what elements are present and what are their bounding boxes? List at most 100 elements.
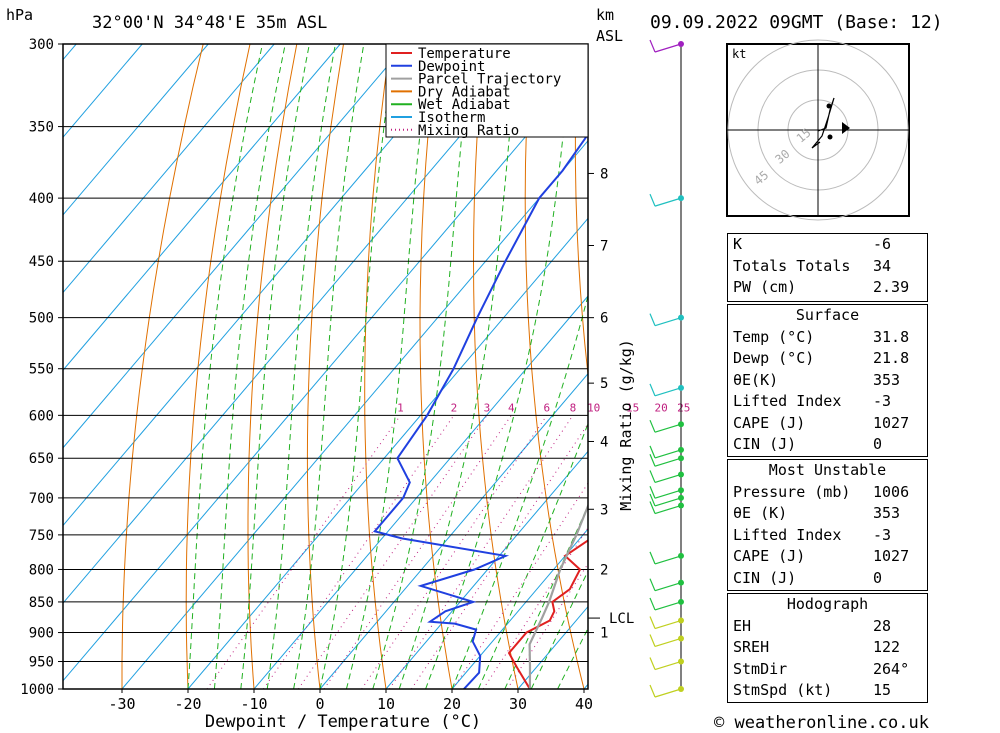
surface-row: CIN (J) 0: [728, 434, 927, 456]
wind-barb: [649, 313, 656, 326]
surface-row: CAPE (J) 1027: [728, 413, 927, 435]
wet-adiabat-line: [504, 504, 588, 689]
km-tick-label: 3: [600, 502, 608, 518]
km-axis-unit: km: [596, 6, 614, 24]
x-axis-label: Dewpoint / Temperature (°C): [205, 712, 481, 732]
index-key: K: [733, 235, 743, 253]
most-unstable-value: 1006: [873, 482, 910, 501]
mixing-ratio-label: 10: [587, 401, 600, 414]
isotherm-line: [63, 44, 407, 449]
wind-barb: [654, 43, 682, 53]
surface-key: Lifted Index: [733, 392, 842, 410]
pressure-tick-label: 1000: [20, 682, 54, 698]
wet-adiabat-line: [187, 44, 263, 689]
wind-barb: [649, 634, 656, 647]
hodograph-unit: kt: [732, 47, 746, 61]
index-row: PW (cm) 2.39: [728, 277, 927, 299]
isotherm-line: [319, 372, 588, 689]
dry-adiabat-line: [472, 44, 519, 689]
indices-panel: K -6 Totals Totals 34 PW (cm) 2.39: [727, 233, 928, 302]
wind-barb: [649, 578, 656, 591]
surface-key: CIN (J): [733, 435, 797, 453]
hodograph-stat-value: 28: [873, 616, 892, 635]
wind-barb: [649, 616, 656, 629]
surface-panel: Surface Temp (°C) 31.8 Dewp (°C) 21.8 θE(K) 3…: [727, 304, 928, 457]
most-unstable-key: CAPE (J): [733, 547, 806, 565]
index-value: 34: [873, 256, 892, 275]
wind-barb: [649, 193, 656, 207]
most-unstable-key: Lifted Index: [733, 525, 842, 544]
mixing-ratio-line: [323, 415, 512, 689]
hodograph-table-panel: Hodograph EH 28 SREH 122 StmDir 264° StmSpd (k…: [727, 593, 928, 703]
mixing-ratio-label: 2: [451, 401, 458, 414]
pressure-tick-label: 950: [29, 655, 54, 671]
most-unstable-row: θE (K) 353: [728, 503, 927, 525]
temperature-tick-label: -20: [174, 695, 201, 713]
km-tick-label: 6: [600, 311, 608, 327]
surface-value: 353: [873, 370, 901, 389]
temperature-tick-label: 30: [509, 695, 527, 713]
hodograph-stat-value: 15: [873, 681, 892, 699]
surface-key: θE(K): [733, 370, 779, 389]
most-unstable-value: 353: [873, 504, 901, 522]
wet-adiabat-line: [213, 44, 286, 689]
mixing-ratio-line: [206, 415, 401, 689]
hodograph-stat-key: StmDir: [733, 659, 788, 678]
wet-adiabat-line: [319, 44, 396, 689]
storm-motion-marker: [842, 122, 850, 134]
index-row: K -6: [728, 234, 927, 256]
temperature-tick-label: 40: [575, 695, 593, 713]
mixing-ratio-label: 1: [397, 401, 404, 414]
pressure-tick-label: 900: [29, 626, 54, 642]
temperature-tick-label: -10: [240, 695, 267, 713]
mixing-ratio-label: 4: [508, 401, 515, 414]
isotherm-line: [63, 44, 209, 216]
hodograph-stat-value: 264°: [873, 659, 910, 678]
mixing-ratio-line: [361, 415, 548, 689]
plot-series: [373, 132, 588, 689]
wind-barb: [649, 684, 656, 698]
asl-axis-unit: ASL: [596, 27, 623, 45]
dry-adiabat-line: [364, 44, 391, 689]
isotherm-line: [451, 528, 588, 689]
pressure-tick-label: 450: [29, 254, 54, 270]
surface-key: Temp (°C): [733, 327, 815, 346]
wind-barb: [654, 317, 682, 327]
mixing-ratio-axis-label: Mixing Ratio (g/kg): [617, 339, 635, 511]
dry-adiabat-line: [574, 44, 588, 379]
pressure-tick-label: 700: [29, 491, 54, 507]
most-unstable-value: -3: [873, 525, 892, 544]
km-tick-label: 2: [600, 562, 608, 578]
temperature-tick-label: 20: [443, 695, 461, 713]
isotherm-line: [253, 295, 588, 689]
isotherm-line: [187, 217, 588, 689]
datetime-title: 09.09.2022 09GMT (Base: 12): [650, 12, 943, 33]
wind-barb: [654, 688, 682, 698]
index-key: Totals Totals: [733, 256, 851, 275]
surface-value: 1027: [873, 413, 910, 432]
most-unstable-row: CAPE (J) 1027: [728, 546, 927, 568]
dry-adiabat-line: [121, 44, 204, 689]
wind-barb: [654, 660, 682, 671]
surface-key: CAPE (J): [733, 413, 806, 432]
hpa-axis-unit: hPa: [6, 6, 33, 24]
legend-label: Parcel Trajectory: [418, 72, 561, 88]
km-tick-label: 4: [600, 434, 608, 450]
wind-barb: [649, 39, 656, 53]
pressure-tick-label: 750: [29, 528, 54, 544]
wind-barb: [654, 449, 682, 459]
hodograph-table-title: Hodograph: [786, 595, 869, 613]
mixing-ratio-label: 6: [543, 401, 550, 414]
most-unstable-row: Lifted Index -3: [728, 525, 927, 547]
hodograph-stat-row: StmDir 264°: [728, 659, 927, 681]
wind-barb: [654, 637, 682, 648]
temperature-tick-label: 0: [315, 695, 324, 713]
surface-row: Dewp (°C) 21.8: [728, 348, 927, 370]
dry-adiabat-line: [247, 44, 298, 689]
hodograph-stat-key: StmSpd (kt): [733, 681, 833, 699]
location-title: 32°00'N 34°48'E 35m ASL: [92, 13, 327, 33]
mixing-ratio-label: 3: [484, 401, 491, 414]
legend-label: Dry Adiabat: [418, 84, 511, 100]
